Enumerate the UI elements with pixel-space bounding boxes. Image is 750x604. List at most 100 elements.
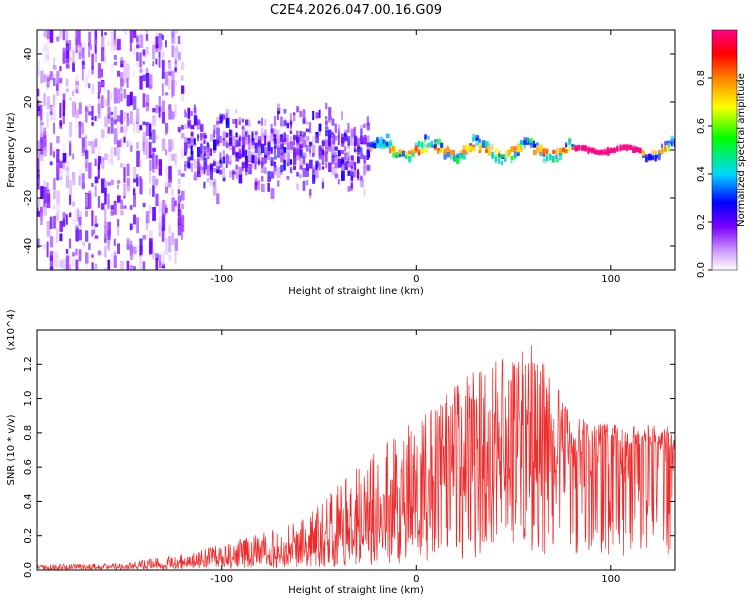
spectrogram-cell: [88, 190, 92, 195]
spectrogram-cell: [117, 70, 121, 77]
spectrogram-cell: [616, 145, 619, 150]
spectrogram-cell: [177, 225, 182, 236]
spectrogram-cell: [187, 121, 190, 126]
spectrogram-cell: [37, 88, 40, 97]
spectrogram-cell: [113, 39, 118, 50]
spectrogram-cell: [321, 178, 324, 183]
spectrogram-cell: [347, 123, 350, 133]
spectrogram-cell: [85, 210, 89, 217]
spectrogram-cell: [449, 155, 454, 160]
spectrogram-cell: [53, 94, 55, 108]
spectrogram-cell: [225, 117, 230, 128]
spectrogram-cell: [309, 122, 312, 133]
spectrogram-cell: [536, 145, 540, 150]
spectrogram-cell: [181, 75, 184, 81]
colorbar-tick-label: 0.2: [696, 214, 707, 230]
spectrogram-cell: [120, 138, 123, 147]
spectrogram-cell: [341, 133, 345, 144]
spectrogram-xlabel: Height of straight line (km): [288, 286, 424, 297]
spectrogram-cell: [43, 244, 46, 250]
spectrogram-cell: [165, 241, 169, 255]
spectrogram-cell: [133, 246, 137, 254]
spectrogram-cell: [184, 112, 187, 118]
spectrogram-cell: [81, 138, 86, 153]
spectrogram-cell: [69, 123, 73, 137]
spectrogram-cell: [206, 142, 210, 152]
spectrogram-cell: [321, 155, 325, 164]
spectrogram-cell: [187, 107, 191, 119]
spectrogram-cell: [251, 132, 254, 141]
spectrogram-cell: [110, 147, 113, 163]
y-tick-label: 0.2: [23, 528, 34, 544]
spectrogram-cell: [235, 164, 239, 170]
spectrogram-cell: [177, 50, 182, 62]
spectrogram-cell: [43, 74, 47, 82]
spectrogram-cell: [385, 141, 389, 147]
spectrogram-cell: [91, 121, 94, 126]
spectrogram-cell: [53, 57, 56, 70]
spectrogram-cell: [88, 162, 92, 179]
y-tick-label: 0.0: [23, 562, 34, 578]
spectrogram-cell: [62, 111, 65, 124]
spectrogram-cell: [181, 204, 184, 210]
spectrogram-cell: [155, 178, 159, 186]
snr-ticks: -100 0 100 0.0 0.2 0.4 0.6 0.8 1.0 1.2: [23, 330, 675, 585]
spectrogram-cell: [430, 141, 433, 145]
spectrogram-cell: [168, 224, 171, 234]
spectrogram-cell: [299, 155, 302, 167]
spectrogram-cell: [392, 152, 396, 158]
spectrogram-cell: [181, 125, 184, 130]
spectrogram-cell: [446, 148, 451, 153]
spectrogram-cell: [139, 252, 142, 270]
spectrogram-cell: [302, 131, 306, 137]
spectrogram-cell: [241, 118, 245, 123]
spectrogram-cell: [504, 154, 507, 158]
spectrogram-cell: [222, 153, 226, 157]
spectrogram-cell: [302, 155, 306, 165]
spectrogram-cell: [165, 200, 168, 205]
spectrogram-cell: [75, 118, 78, 128]
spectrogram-cell: [101, 47, 105, 62]
spectrogram-cell: [81, 149, 86, 156]
spectrogram-cell: [238, 174, 243, 184]
spectrogram-cell: [104, 99, 108, 107]
spectrogram-cell: [149, 132, 152, 140]
spectrogram-cell: [40, 70, 44, 84]
spectrogram-cell: [184, 109, 187, 114]
spectrogram-cell: [209, 170, 213, 180]
spectrogram-cell: [302, 167, 306, 178]
spectrogram-cell: [222, 140, 226, 147]
spectrogram-cell: [277, 103, 281, 112]
spectrogram-cell: [283, 160, 286, 171]
spectrogram-cell: [267, 142, 271, 152]
spectrogram-cell: [158, 254, 161, 269]
spectrogram-cell: [344, 158, 347, 164]
spectrogram-cell: [145, 142, 150, 159]
spectrogram-cell: [363, 123, 366, 128]
spectrogram-cell: [302, 139, 307, 148]
spectrogram-cell: [597, 150, 599, 154]
spectrogram-cell: [174, 153, 177, 165]
spectrogram-cell: [56, 159, 60, 174]
spectrogram-cell: [539, 147, 543, 152]
spectrogram-cell: [168, 147, 172, 163]
spectrogram-cell: [203, 146, 207, 151]
spectrogram-cell: [97, 156, 102, 164]
spectrogram-cell: [113, 54, 117, 60]
spectrogram-cell: [494, 149, 497, 155]
spectrogram-cell: [78, 169, 82, 182]
spectrogram-cell: [190, 162, 193, 172]
spectrogram-cell: [254, 181, 258, 191]
spectrogram-cell: [584, 147, 588, 151]
spectrogram-cell: [395, 153, 399, 159]
spectrogram-cell: [123, 30, 127, 35]
spectrogram-cell: [184, 124, 187, 129]
spectrogram-cell: [344, 129, 348, 135]
spectrogram-cell: [161, 263, 165, 269]
spectrogram-cell: [523, 137, 528, 141]
spectrogram-cell: [213, 139, 217, 151]
spectrogram-cell: [206, 164, 210, 176]
spectrogram-cell: [389, 139, 392, 144]
spectrogram-cell: [78, 176, 81, 186]
